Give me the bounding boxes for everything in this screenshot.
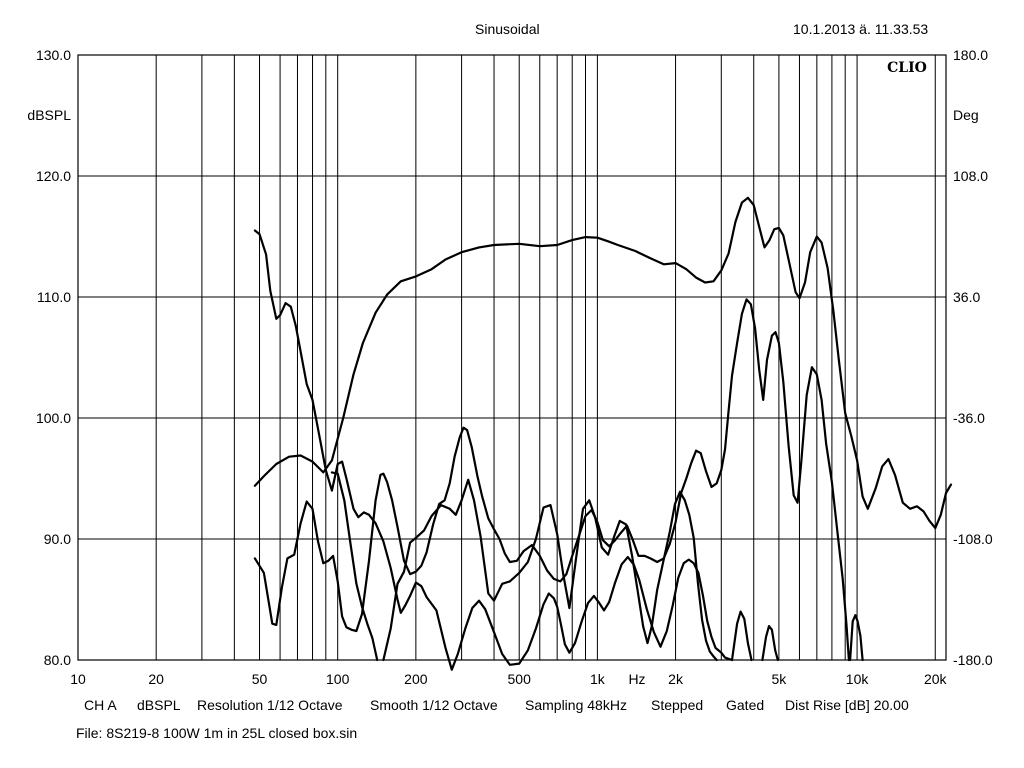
- plot-frame: [77, 54, 947, 661]
- x-tick-label: 500: [508, 671, 532, 687]
- x-tick-label: 20: [148, 671, 164, 687]
- y-tick-label: 110.0: [37, 289, 71, 305]
- series-line-7: [761, 625, 779, 662]
- x-tick-label: 10k: [846, 671, 870, 687]
- footer-setting: Resolution 1/12 Octave: [197, 697, 343, 713]
- y-tick-label: 100.0: [36, 410, 71, 426]
- grid: [78, 55, 946, 660]
- series-line-2: [253, 229, 734, 671]
- y-tick-label: 130.0: [36, 47, 71, 63]
- y2-axis-label: Deg: [953, 107, 979, 123]
- y-axis-label: dBSPL: [27, 107, 71, 123]
- series-line-8: [849, 614, 864, 662]
- x-tick-label: 2k: [668, 671, 684, 687]
- header-title: Sinusoidal: [475, 21, 540, 37]
- x-tick-label: 200: [404, 671, 428, 687]
- x-tick-label: 50: [252, 671, 268, 687]
- series-line-3: [253, 298, 850, 662]
- axis-labels: 130.0 120.0 110.0 100.0 90.0 80.0 180.0 108.0 36…: [27, 47, 993, 687]
- series-line-1: [253, 196, 953, 530]
- footer-setting: Sampling 48kHz: [525, 697, 627, 713]
- footer-setting: Dist Rise [dB] 20.00: [785, 697, 909, 713]
- x-tick-label: 1k: [590, 671, 606, 687]
- series-line-5: [382, 478, 718, 662]
- y2-tick-label: 36.0: [953, 289, 980, 305]
- y2-tick-label: 180.0: [953, 47, 988, 63]
- clio-logo: CLIO: [887, 60, 927, 76]
- y2-tick-label: -180.0: [953, 652, 993, 668]
- header-datetime: 10.1.2013 ä. 11.33.53: [793, 21, 929, 37]
- y2-tick-label: 108.0: [953, 168, 988, 184]
- x-tick-label: 10: [70, 671, 86, 687]
- footer-setting: CH A: [84, 697, 117, 713]
- footer-file: File: 8S219-8 100W 1m in 25L closed box.…: [76, 725, 358, 741]
- footer-setting: dBSPL: [137, 697, 181, 713]
- footer-setting: Stepped: [651, 697, 704, 713]
- x-axis-label: Hz: [628, 671, 645, 687]
- x-tick-label: 100: [326, 671, 350, 687]
- y-tick-label: 80.0: [44, 652, 71, 668]
- series-line-6: [730, 610, 753, 662]
- y2-tick-label: -36.0: [953, 410, 985, 426]
- x-tick-label: 5k: [772, 671, 788, 687]
- series-line-4: [330, 471, 379, 662]
- y-tick-label: 120.0: [36, 168, 71, 184]
- series-layer: [253, 196, 953, 671]
- footer-setting: Gated: [726, 697, 765, 713]
- y2-tick-label: -108.0: [953, 531, 993, 547]
- y-tick-label: 90.0: [44, 531, 71, 547]
- x-tick-label: 20k: [924, 671, 948, 687]
- footer-setting: Smooth 1/12 Octave: [370, 697, 498, 713]
